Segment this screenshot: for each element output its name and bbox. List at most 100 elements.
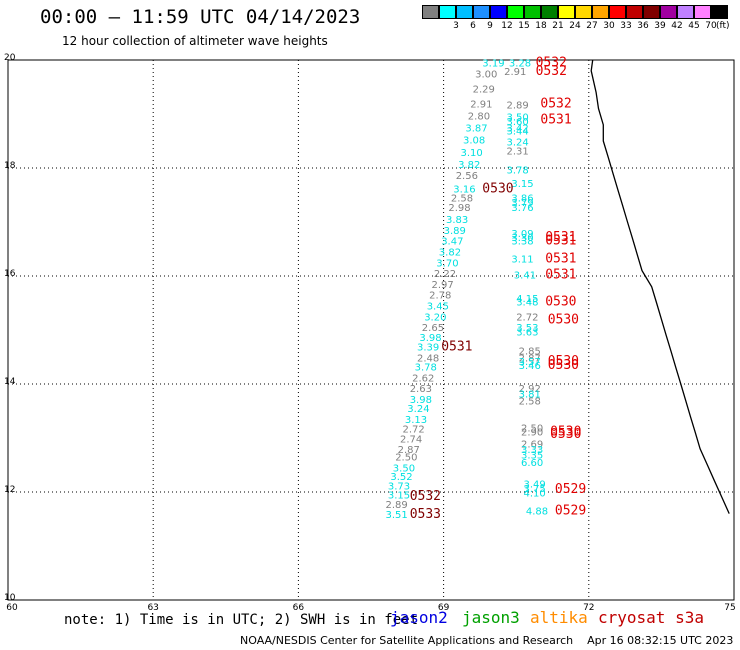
swh-reading: 4.15 [516, 294, 538, 305]
lon-tick: 69 [437, 603, 450, 613]
pass-time: 0532 [536, 56, 567, 71]
swh-reading: 3.82 [439, 248, 461, 259]
swh-reading: 3.00 [475, 69, 497, 80]
swh-reading: 3.81 [519, 390, 541, 401]
pass-time: 0531 [545, 230, 576, 245]
scale-label: 21 [552, 21, 564, 31]
scale-swatch [490, 5, 507, 19]
pass-time: 0531 [545, 234, 576, 249]
sat-cryosat-label: cryosat s3a [598, 608, 704, 627]
pass-time: 0530 [545, 295, 576, 310]
map-subtitle: 12 hour collection of altimeter wave hei… [62, 34, 328, 48]
swh-reading: 3.70 [436, 258, 458, 269]
swh-reading: 2.65 [422, 323, 444, 334]
swh-reading: 3.78 [415, 363, 437, 374]
swh-reading: 3.30 [511, 233, 533, 244]
swh-reading: 3.57 [519, 357, 541, 368]
swh-reading: 2.62 [412, 373, 434, 384]
scale-swatch [609, 5, 626, 19]
swh-reading: 3.41 [514, 271, 536, 282]
scale-label: 24 [569, 21, 581, 31]
swh-reading: 3.42 [507, 123, 529, 134]
pass-time: 0531 [441, 340, 472, 355]
swh-reading: 2.91 [504, 67, 526, 78]
lat-tick: 16 [4, 269, 16, 279]
swh-reading: 2.85 [519, 346, 541, 357]
swh-reading: 2.22 [434, 269, 456, 280]
map-title: 00:00 – 11:59 UTC 04/14/2023 [40, 6, 361, 28]
swh-reading: 2.92 [519, 384, 541, 395]
pass-time: 0531 [540, 113, 571, 128]
swh-reading: 3.76 [511, 203, 533, 214]
swh-reading: 3.75 [524, 484, 546, 495]
swh-reading: 3.82 [458, 160, 480, 171]
swh-reading: 2.89 [386, 500, 408, 511]
scale-swatch [660, 5, 677, 19]
map-frame [7, 59, 735, 601]
pass-time: 0532 [536, 64, 567, 79]
coastline [590, 59, 730, 514]
pass-time: 0529 [555, 504, 586, 519]
swh-reading: 2.78 [429, 291, 451, 302]
swh-reading: 3.19 [482, 59, 504, 70]
scale-label: 45 [688, 21, 700, 31]
swh-reading: 3.83 [446, 215, 468, 226]
pass-time: 0532 [540, 97, 571, 112]
swh-reading: 3.89 [444, 226, 466, 237]
pass-time: 0530 [550, 424, 581, 439]
swh-reading: 2.89 [507, 101, 529, 112]
scale-swatch [558, 5, 575, 19]
scale-swatch [524, 5, 541, 19]
scale-label: 30 [603, 21, 615, 31]
swh-reading: 3.44 [507, 127, 529, 138]
swh-reading: 3.09 [511, 229, 533, 240]
swh-reading: 2.56 [456, 171, 478, 182]
scale-label: 9 [487, 21, 493, 31]
swh-reading: 2.29 [473, 84, 495, 95]
scale-label: 3 [453, 21, 459, 31]
pass-time: 0530 [550, 427, 581, 442]
sat-jason3-label: jason3 [462, 608, 520, 627]
scale-label: 12 [501, 21, 513, 31]
swh-reading: 3.87 [465, 123, 487, 134]
lat-tick: 14 [4, 377, 16, 387]
swh-reading: 3.15 [511, 179, 533, 190]
scale-swatch [694, 5, 711, 19]
pass-time: 0532 [410, 489, 441, 504]
swh-reading: 3.49 [524, 480, 546, 491]
sat-jason2-label: jason2 [390, 608, 448, 627]
swh-reading: 2.50 [521, 424, 543, 435]
swh-reading: 2.58 [451, 194, 473, 205]
swh-reading: 3.60 [507, 117, 529, 128]
swh-reading: 2.48 [417, 353, 439, 364]
scale-swatch [541, 5, 558, 19]
scale-swatch [473, 5, 490, 19]
scale-label: 18 [535, 21, 547, 31]
swh-reading: 3.48 [516, 298, 538, 309]
lat-tick: 20 [4, 53, 16, 63]
scale-label: 6 [470, 21, 476, 31]
swh-readings: 3.19 3.283.00 2.912.292.91 2.892.80 3.503.60… [386, 59, 549, 521]
lon-tick: 66 [292, 603, 305, 613]
swh-reading: 2.72 [516, 312, 538, 323]
swh-reading: 4.10 [524, 488, 546, 499]
scale-swatch [677, 5, 694, 19]
scale-label: 39 [654, 21, 666, 31]
sat-altika-label: altika [530, 608, 588, 627]
lon-tick: 72 [583, 603, 595, 613]
scale-label: 70 [705, 21, 717, 31]
pass-time: 0531 [545, 252, 576, 267]
swh-reading: 3.45 [427, 302, 449, 313]
swh-reading: 3.79 [511, 198, 533, 209]
scale-label: 15 [518, 21, 530, 31]
swh-reading: 3.15 [388, 491, 410, 502]
units-note: note: 1) Time is in UTC; 2) SWH is in fe… [64, 612, 419, 628]
swh-reading: 3.50 [393, 464, 415, 475]
swh-reading: 3.35 [521, 451, 543, 462]
pass-time: 0530 [548, 313, 579, 328]
scale-swatch [626, 5, 643, 19]
scale-swatch [507, 5, 524, 19]
swh-reading: 3.16 [453, 184, 475, 195]
scale-swatch [456, 5, 473, 19]
